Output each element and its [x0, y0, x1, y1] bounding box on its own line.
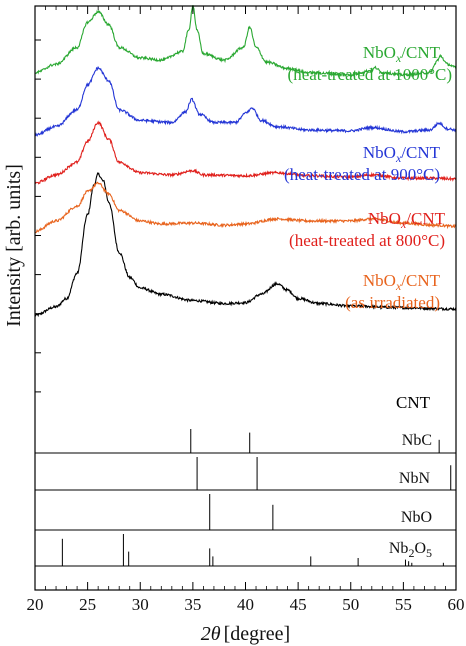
label-part: Nb — [389, 540, 409, 557]
label-part: NbO — [401, 509, 432, 526]
x-tick-label-0: 20 — [27, 595, 44, 614]
label-subscript: x — [395, 51, 402, 65]
x-axis-symbol: 2θ — [201, 623, 221, 645]
x-axis-title: 2θ [degree] — [201, 623, 290, 645]
labels: 20 25 30 35 40 45 50 55 60 2θ [degree] Intensity [a… — [3, 43, 465, 645]
label-subscript: x — [395, 151, 402, 165]
series-line-0 — [34, 172, 457, 318]
x-tick-label-1: 25 — [79, 595, 96, 614]
label-part: /CNT — [401, 271, 440, 290]
label-part: (heat-treated at 900°C) — [284, 165, 440, 184]
y-axis-title: Intensity [arb. units] — [3, 164, 25, 327]
series-label-3-0: NbOx/CNT — [363, 143, 441, 165]
series-line-1 — [34, 181, 457, 234]
label-part: 5 — [426, 546, 432, 560]
plot-frame — [34, 5, 457, 591]
label-part: /CNT — [401, 143, 440, 162]
series-label-1-0: NbOx/CNT — [363, 271, 441, 293]
series-line-4 — [34, 5, 457, 78]
x-tick-label-6: 50 — [342, 595, 359, 614]
label-part: (heat-treated at 1000°C) — [288, 65, 452, 84]
label-part: NbO — [368, 209, 401, 228]
series-label-4-1: (heat-treated at 1000°C) — [288, 65, 452, 84]
x-tick-label-2: 30 — [132, 595, 149, 614]
label-part: /CNT — [401, 43, 440, 62]
series-line-3 — [34, 65, 457, 137]
series-label-4-0: NbOx/CNT — [363, 43, 441, 65]
label-part: NbO — [363, 143, 396, 162]
label-part: NbN — [399, 470, 431, 487]
series-label-1-1: (as irradiated) — [345, 293, 440, 312]
x-tick-label-3: 35 — [184, 595, 201, 614]
label-part: CNT — [396, 393, 431, 412]
label-part: /CNT — [406, 209, 445, 228]
ref-label-3: Nb2O5 — [389, 540, 432, 560]
label-subscript: x — [400, 217, 407, 231]
ref-label-2: NbO — [401, 509, 432, 526]
x-tick-label-5: 45 — [290, 595, 307, 614]
series-label-0-0: CNT — [396, 393, 431, 412]
x-axis-unit: [degree] — [224, 623, 291, 645]
x-tick-label-4: 40 — [237, 595, 254, 614]
label-part: (heat-treated at 800°C) — [289, 231, 445, 250]
series-label-2-1: (heat-treated at 800°C) — [289, 231, 445, 250]
label-part: NbO — [363, 43, 396, 62]
series-label-2-0: NbOx/CNT — [368, 209, 446, 231]
label-part: (as irradiated) — [345, 293, 440, 312]
series-label-3-1: (heat-treated at 900°C) — [284, 165, 440, 184]
label-part: NbC — [402, 432, 432, 449]
label-part: NbO — [363, 271, 396, 290]
ref-label-1: NbN — [399, 470, 431, 487]
x-tick-label-8: 60 — [448, 595, 465, 614]
series-layer — [34, 5, 457, 318]
label-part: 2 — [408, 546, 414, 560]
x-tick-label-7: 55 — [395, 595, 412, 614]
reference-panels — [35, 429, 456, 567]
ref-label-0: NbC — [402, 432, 432, 449]
label-subscript: x — [395, 279, 402, 293]
label-part: O — [414, 540, 426, 557]
series-line-2 — [34, 120, 457, 185]
